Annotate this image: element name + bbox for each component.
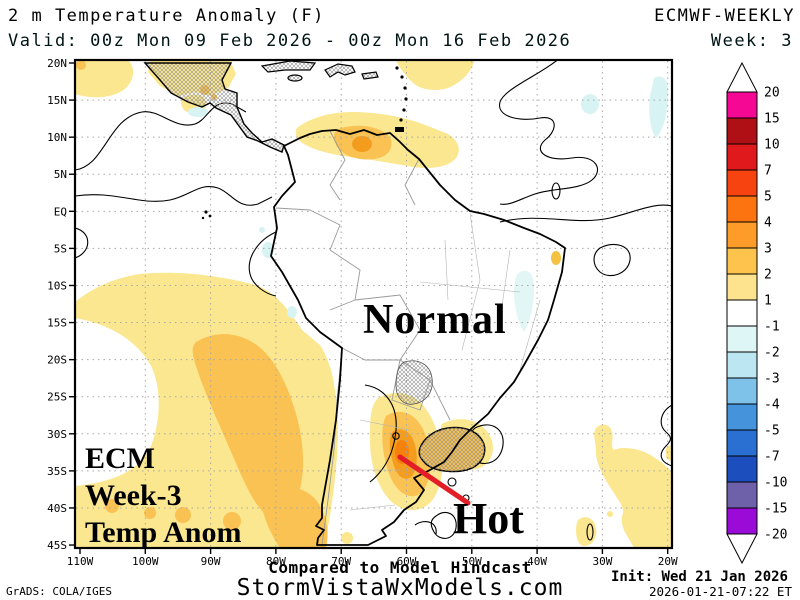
init-timestamp: 2026-01-21-07:22 ET [649, 584, 792, 599]
colorbar: 20 15 10 7 5 4 3 2 1 -1 -2 -3 -4 -5 -7 -10 -15 -20 [726, 61, 787, 565]
colorbar-cell [726, 507, 758, 535]
colorbar-label: -20 [764, 528, 787, 543]
lon-label: 60W [397, 555, 417, 568]
init-date: Init: Wed 21 Jan 2026 [611, 569, 788, 585]
map-canvas: Normal ECM Week-3 Temp Anom Hot [75, 60, 672, 549]
grads-credit: GrADS: COLA/IGES [6, 585, 112, 598]
anomaly-fill-south-atlantic [551, 251, 672, 548]
colorbar-label: -3 [764, 372, 780, 387]
comparison-note: Compared to Model Hindcast [268, 558, 531, 577]
colorbar-label: 4 [764, 216, 772, 231]
colorbar-cell [726, 221, 758, 249]
colorbar-cell [726, 429, 758, 457]
colorbar-label: 2 [764, 268, 772, 283]
hot-arrow [397, 454, 471, 506]
colorbar-label: -15 [764, 502, 787, 517]
lat-label: 25S [47, 391, 67, 404]
lon-label: 50W [462, 555, 482, 568]
colorbar-cell [726, 91, 758, 119]
colorbar-cell [726, 403, 758, 431]
lon-label: 40W [527, 555, 547, 568]
lat-label: 30S [47, 428, 67, 441]
colorbar-label: -1 [764, 320, 780, 335]
model-name: ECMWF-WEEKLY [654, 6, 795, 26]
lat-label: 10N [47, 131, 67, 144]
colorbar-label: 3 [764, 242, 772, 257]
anomaly-fill-cool-patches [188, 76, 668, 332]
lon-label: 80W [266, 555, 286, 568]
colorbar-label: 7 [764, 164, 772, 179]
lon-label: 30W [592, 555, 612, 568]
colorbar-label: 10 [764, 138, 780, 153]
ecm-caption-line1: ECM [85, 442, 155, 475]
colorbar-cell [726, 377, 758, 405]
normal-label: Normal [363, 297, 507, 343]
colorbar-label: 20 [764, 86, 780, 101]
product-title: 2 m Temperature Anomaly (F) [8, 6, 325, 26]
colorbar-cell [726, 325, 758, 353]
lat-label: 10S [47, 279, 67, 292]
colorbar-arrow-up [726, 61, 758, 93]
colorbar-label: -7 [764, 450, 780, 465]
lon-label: 90W [201, 555, 221, 568]
week-label: Week: 3 [711, 31, 793, 51]
colorbar-cell [726, 117, 758, 145]
contour-lines [75, 60, 672, 541]
colorbar-cell [726, 351, 758, 379]
lat-label: 5S [54, 242, 67, 255]
colorbar-label: 5 [764, 190, 772, 205]
map-annotations: Normal ECM Week-3 Temp Anom Hot [85, 297, 524, 549]
colorbar-label: 1 [764, 294, 772, 309]
valid-range: Valid: 00z Mon 09 Feb 2026 - 00z Mon 16 … [8, 31, 571, 51]
colorbar-cell [726, 247, 758, 275]
hot-label: Hot [453, 494, 524, 543]
colorbar-cell [726, 143, 758, 171]
colorbar-cell [726, 273, 758, 301]
colorbar-cell [726, 481, 758, 509]
coastlines [201, 66, 566, 546]
lat-label: 45S [47, 539, 67, 552]
colorbar-label: -10 [764, 476, 787, 491]
colorbar-cell [726, 169, 758, 197]
colorbar-cell [726, 455, 758, 483]
colorbar-label: -4 [764, 398, 780, 413]
lat-label: 20N [47, 57, 67, 70]
colorbar-label: -2 [764, 346, 780, 361]
lat-label: EQ [54, 205, 67, 218]
lat-label: 15N [47, 94, 67, 107]
lon-label: 20W [658, 555, 678, 568]
colorbar-arrow-down [726, 533, 758, 565]
island-dots [201, 66, 408, 220]
map-frame [73, 58, 674, 550]
anomaly-fill-caribbean [75, 60, 475, 168]
lat-label: 5N [54, 168, 67, 181]
colorbar-label: 15 [764, 112, 780, 127]
lon-label: 70W [331, 555, 351, 568]
lat-label: 35S [47, 465, 67, 478]
lon-label: 100W [132, 555, 159, 568]
lon-label: 110W [67, 555, 94, 568]
hatched-terrain [143, 60, 486, 473]
site-credit: StormVistaWxModels.com [237, 575, 564, 600]
lat-label: 20S [47, 354, 67, 367]
lat-label: 40S [47, 502, 67, 515]
ecm-caption-line2: Week-3 [85, 479, 182, 512]
ecm-caption-line3: Temp Anom [85, 516, 241, 549]
colorbar-cell [726, 195, 758, 223]
lat-label: 15S [47, 317, 67, 330]
colorbar-cell [726, 299, 758, 327]
colorbar-label: -5 [764, 424, 780, 439]
axes: 20N15N10N5NEQ5S10S15S20S25S30S35S40S45S1… [47, 57, 678, 568]
